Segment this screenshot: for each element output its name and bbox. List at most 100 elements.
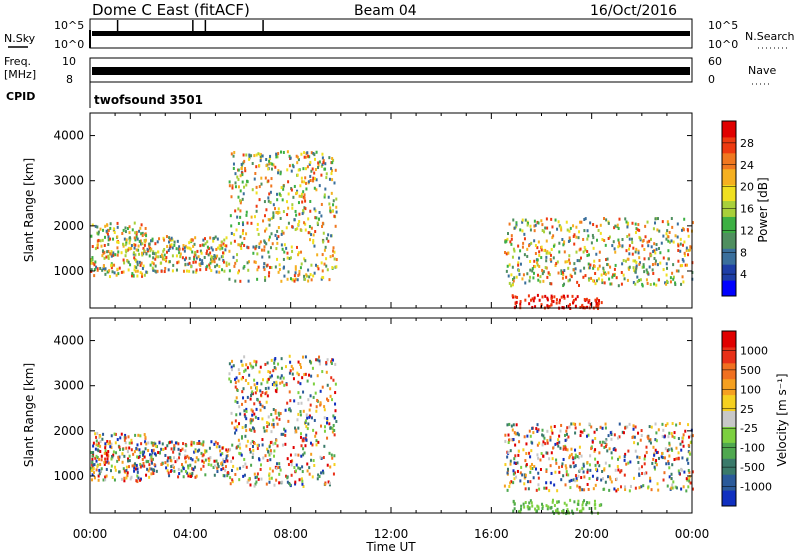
echo-cell: [136, 480, 139, 484]
echo-cell: [508, 281, 511, 285]
echo-cell: [223, 269, 226, 273]
echo-cell: [162, 257, 165, 261]
echo-cell: [100, 458, 103, 462]
echo-cell: [593, 259, 596, 263]
echo-cell: [268, 159, 271, 163]
echo-cell: [259, 403, 262, 407]
echo-cell: [552, 256, 555, 260]
echo-cell: [241, 363, 244, 367]
echo-cell: [124, 441, 127, 445]
echo-cell: [691, 434, 694, 438]
echo-cell: [303, 221, 306, 225]
colorbar-frame: [721, 330, 737, 507]
echo-cell: [246, 366, 249, 370]
echo-cell: [99, 470, 102, 474]
echo-cell: [317, 440, 320, 444]
echo-cell: [596, 304, 599, 308]
echo-cell: [628, 247, 631, 251]
echo-cell: [512, 438, 515, 442]
echo-cell: [264, 362, 267, 366]
echo-cell: [325, 172, 328, 176]
echo-cell: [179, 449, 182, 453]
echo-cell: [531, 297, 534, 301]
echo-cell: [543, 486, 546, 490]
echo-cell: [570, 422, 573, 426]
echo-cell: [654, 251, 657, 255]
echo-cell: [246, 261, 249, 265]
echo-cell: [255, 209, 258, 213]
echo-cell: [278, 413, 281, 417]
echo-cell: [312, 428, 315, 432]
echo-cell: [103, 462, 106, 466]
echo-cell: [685, 489, 688, 493]
echo-cell: [141, 251, 144, 255]
echo-cell: [166, 444, 169, 448]
echo-cell: [646, 220, 649, 224]
echo-cell: [586, 237, 589, 241]
colorbar-tick-label: 1000: [740, 344, 768, 357]
echo-cell: [99, 440, 102, 444]
echo-cell: [164, 266, 167, 270]
echo-cell: [254, 415, 257, 419]
echo-cell: [613, 267, 616, 271]
echo-cell: [330, 362, 333, 366]
echo-cell: [300, 152, 303, 156]
echo-cell: [676, 235, 679, 239]
echo-cell: [91, 245, 94, 249]
echo-cell: [229, 476, 232, 480]
echo-cell: [536, 273, 539, 277]
echo-cell: [555, 261, 558, 265]
echo-cell: [208, 446, 211, 450]
echo-cell: [506, 467, 509, 471]
echo-cell: [263, 429, 266, 433]
echo-cell: [321, 370, 324, 374]
echo-cell: [587, 433, 590, 437]
echo-cell: [91, 457, 94, 461]
echo-cell: [549, 258, 552, 262]
echo-cell: [144, 240, 147, 244]
echo-cell: [134, 231, 137, 235]
echo-cell: [668, 441, 671, 445]
echo-cell: [545, 217, 548, 221]
echo-cell: [296, 161, 299, 165]
echo-cell: [545, 481, 548, 485]
echo-cell: [511, 265, 514, 269]
echo-cell: [143, 273, 146, 277]
echo-cell: [300, 454, 303, 458]
echo-cell: [247, 478, 250, 482]
echo-cell: [613, 487, 616, 491]
echo-cell: [573, 262, 576, 266]
echo-cell: [117, 250, 120, 254]
echo-cell: [551, 236, 554, 240]
echo-cell: [247, 382, 250, 386]
velocity-echo-field: [90, 354, 694, 516]
echo-cell: [212, 239, 215, 243]
echo-cell: [513, 457, 516, 461]
echo-cell: [562, 457, 565, 461]
echo-cell: [321, 385, 324, 389]
echo-cell: [234, 185, 237, 189]
echo-cell: [562, 273, 565, 277]
echo-cell: [300, 444, 303, 448]
echo-cell: [559, 446, 562, 450]
echo-cell: [233, 233, 236, 237]
echo-cell: [519, 228, 522, 232]
echo-cell: [562, 243, 565, 247]
echo-cell: [139, 465, 142, 469]
echo-cell: [123, 438, 126, 442]
echo-cell: [651, 268, 654, 272]
echo-cell: [256, 475, 259, 479]
echo-cell: [626, 257, 629, 261]
echo-cell: [276, 211, 279, 215]
echo-cell: [150, 472, 153, 476]
echo-cell: [545, 504, 548, 508]
echo-cell: [250, 364, 253, 368]
echo-cell: [579, 488, 582, 492]
echo-cell: [225, 448, 228, 452]
echo-cell: [326, 436, 329, 440]
echo-cell: [236, 388, 239, 392]
echo-cell: [279, 412, 282, 416]
echo-cell: [116, 240, 119, 244]
echo-cell: [634, 231, 637, 235]
